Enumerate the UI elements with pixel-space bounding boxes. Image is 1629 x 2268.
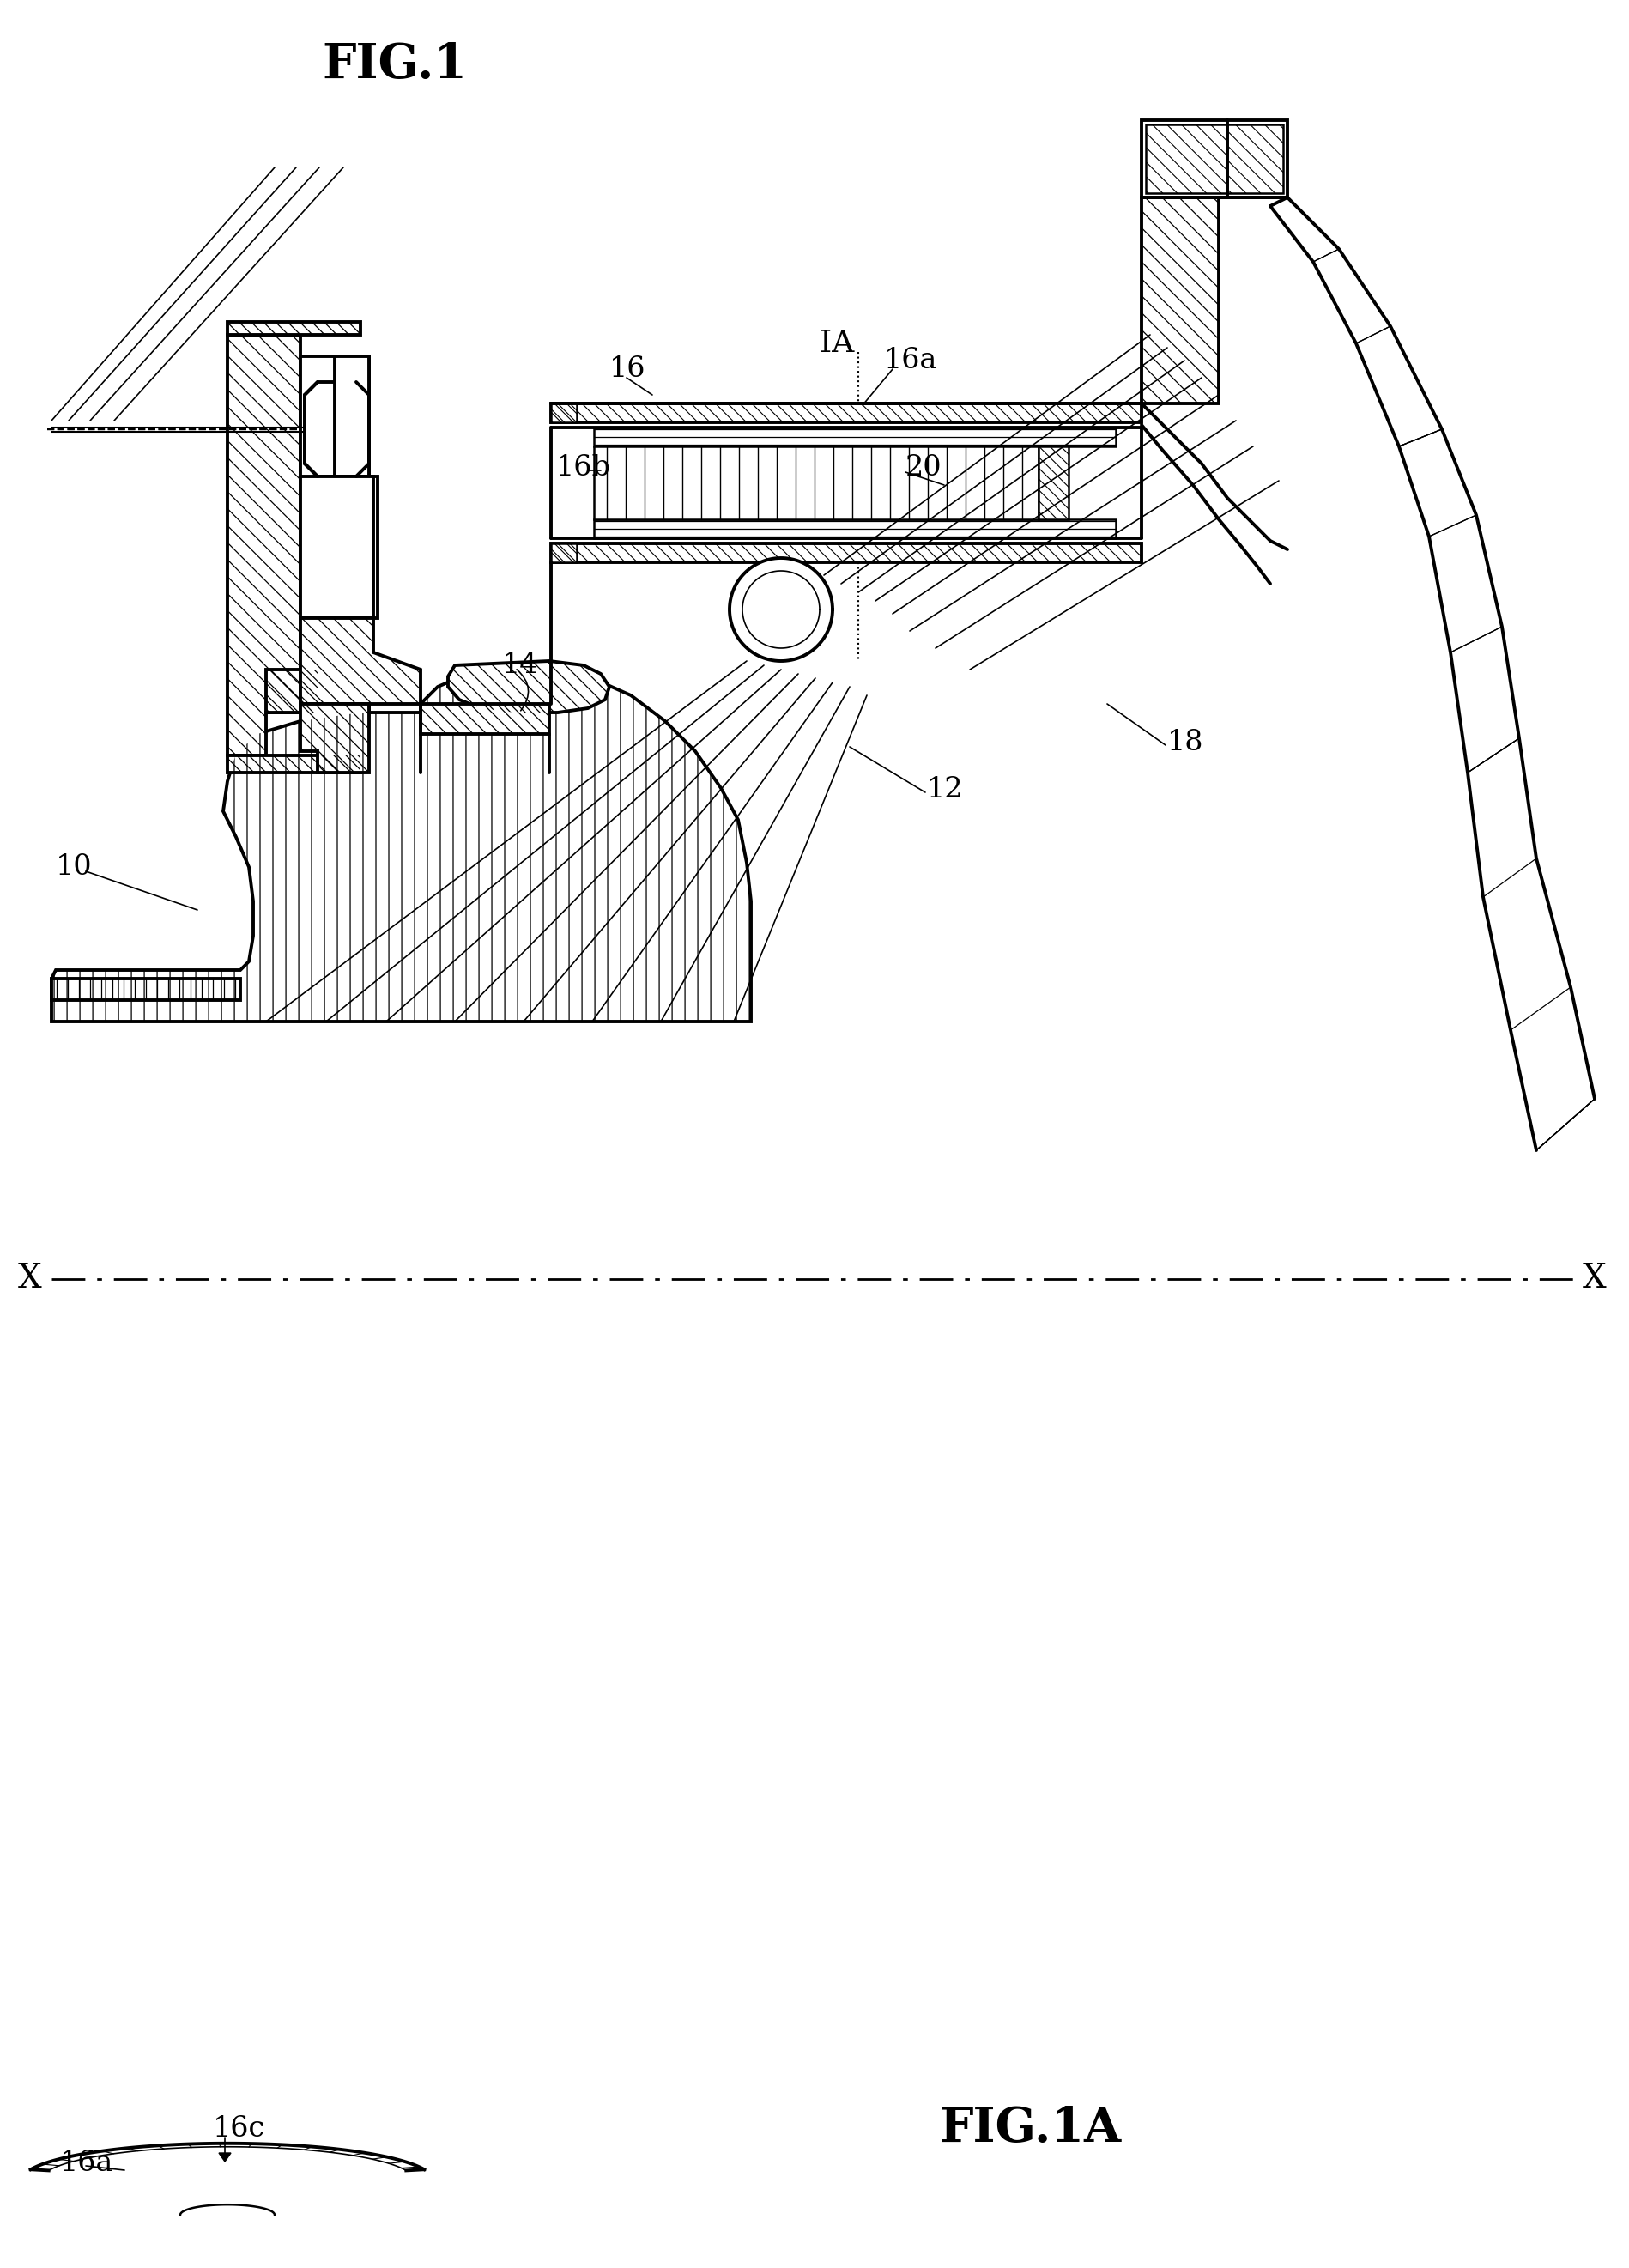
Text: X: X — [1583, 1263, 1606, 1295]
Text: 16a: 16a — [60, 2150, 114, 2177]
Text: X: X — [18, 1263, 42, 1295]
Text: 16: 16 — [609, 356, 645, 383]
Polygon shape — [300, 356, 378, 712]
Polygon shape — [52, 667, 751, 1021]
Text: 16a: 16a — [885, 347, 938, 374]
Polygon shape — [228, 755, 360, 773]
Polygon shape — [181, 2204, 275, 2216]
Polygon shape — [1039, 447, 1069, 519]
Polygon shape — [1142, 197, 1218, 404]
Polygon shape — [448, 660, 609, 712]
Polygon shape — [305, 381, 370, 476]
Text: 16b: 16b — [555, 454, 611, 481]
Polygon shape — [595, 519, 1116, 538]
Polygon shape — [52, 978, 241, 1000]
Polygon shape — [595, 426, 1116, 447]
Polygon shape — [228, 322, 360, 336]
Polygon shape — [551, 544, 577, 562]
Polygon shape — [1227, 125, 1284, 193]
Polygon shape — [300, 476, 373, 619]
Polygon shape — [551, 404, 1142, 422]
Polygon shape — [551, 544, 1142, 562]
Polygon shape — [300, 619, 420, 703]
Polygon shape — [266, 669, 318, 712]
Text: 12: 12 — [927, 776, 963, 803]
Polygon shape — [300, 703, 370, 773]
Polygon shape — [730, 558, 832, 660]
Text: 10: 10 — [55, 853, 93, 880]
Text: 20: 20 — [906, 454, 942, 481]
Polygon shape — [334, 356, 370, 476]
Polygon shape — [595, 447, 1039, 519]
Text: 16c: 16c — [213, 2116, 266, 2143]
Text: 18: 18 — [1168, 728, 1204, 755]
Text: 14: 14 — [502, 651, 539, 678]
Polygon shape — [1142, 120, 1287, 197]
Polygon shape — [218, 2152, 231, 2161]
Polygon shape — [1145, 125, 1227, 193]
Polygon shape — [228, 336, 300, 755]
Text: FIG.1A: FIG.1A — [938, 2105, 1121, 2152]
Polygon shape — [420, 703, 549, 735]
Polygon shape — [551, 404, 577, 422]
Text: FIG.1: FIG.1 — [323, 41, 468, 88]
Text: IA: IA — [819, 329, 854, 358]
